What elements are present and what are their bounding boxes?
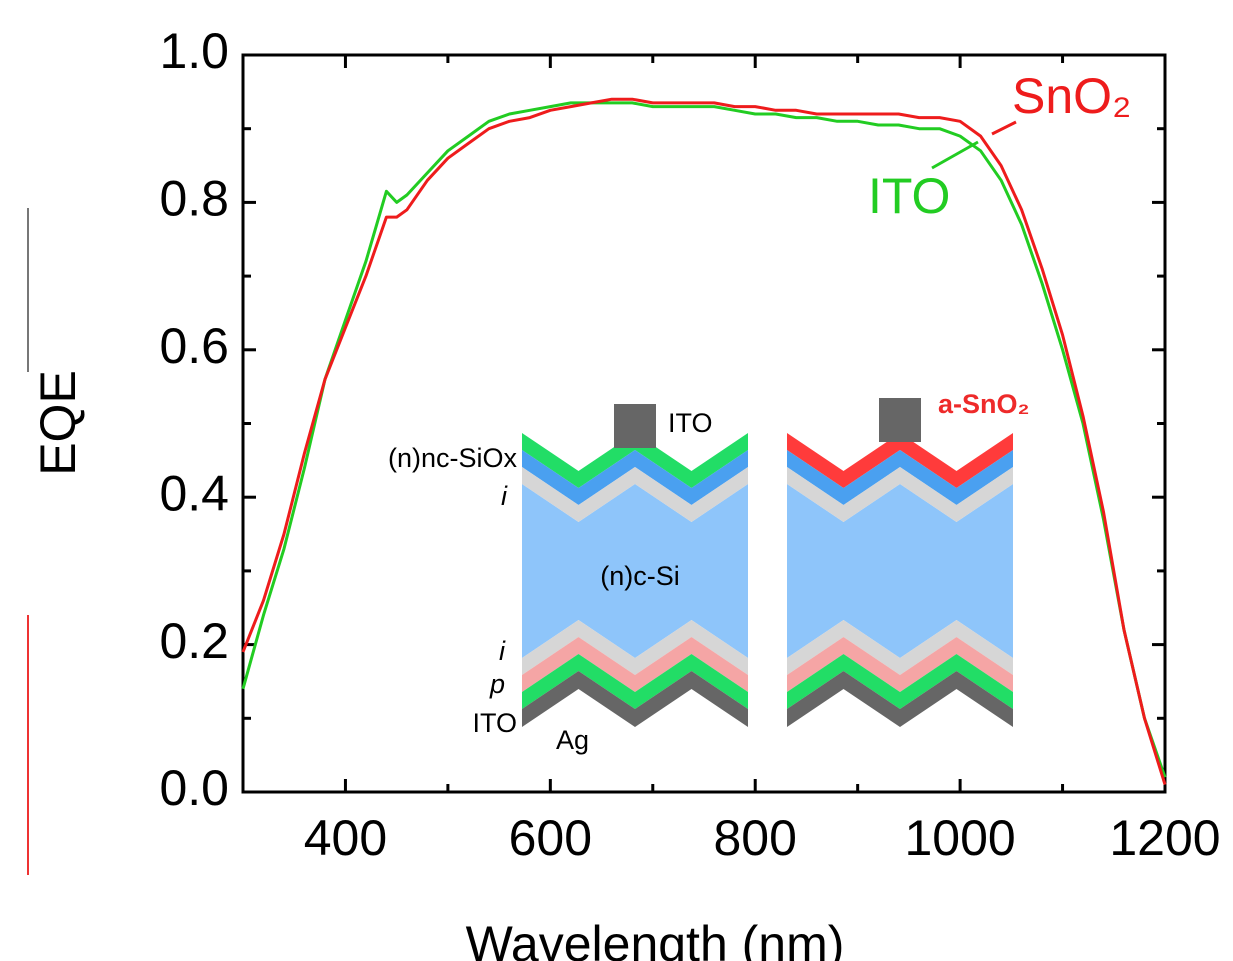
inset-layer xyxy=(787,450,1013,505)
inset-label: ITO xyxy=(668,408,713,438)
inset-label: a-SnO₂ xyxy=(938,389,1030,419)
inset-label: p xyxy=(489,669,505,699)
inset-layer xyxy=(522,467,748,522)
inset-layer xyxy=(787,671,1013,727)
inset-layer xyxy=(522,450,748,505)
inset-layer xyxy=(787,484,1013,658)
inset-layer xyxy=(787,467,1013,522)
x-tick-label: 1000 xyxy=(904,810,1015,866)
y-tick-label: 0.4 xyxy=(159,465,229,521)
inset-layer xyxy=(787,620,1013,675)
x-axis-label: Wavelength (nm) xyxy=(466,916,845,961)
x-tick-label: 800 xyxy=(714,810,797,866)
inset-layer xyxy=(522,433,748,488)
inset-diagram xyxy=(522,398,1013,727)
inset-label: (n)c-Si xyxy=(600,561,680,591)
series-label: SnO₂ xyxy=(1012,68,1131,124)
y-axis-label: EQE xyxy=(30,370,86,476)
inset-label: i xyxy=(501,481,508,511)
inset-layer xyxy=(787,433,1013,488)
inset-layer xyxy=(522,484,748,658)
inset-electrode xyxy=(879,398,921,442)
inset-label: (n)nc-SiOx xyxy=(388,443,518,473)
y-tick-label: 0.2 xyxy=(159,613,229,669)
x-tick-label: 400 xyxy=(304,810,387,866)
y-tick-label: 0.6 xyxy=(159,318,229,374)
y-tick-label: 0.0 xyxy=(159,760,229,816)
inset-layer xyxy=(522,654,748,709)
series-line xyxy=(241,97,1167,786)
y-tick-label: 0.8 xyxy=(159,171,229,227)
x-tick-label: 1200 xyxy=(1109,810,1220,866)
inset-label: i xyxy=(499,636,506,666)
inset-layer xyxy=(787,654,1013,709)
series-label: ITO xyxy=(868,168,950,224)
inset-layer xyxy=(787,637,1013,692)
y-tick-label: 1.0 xyxy=(159,23,229,79)
inset-label: Ag xyxy=(556,725,589,755)
series-line xyxy=(241,101,1167,778)
inset-layer xyxy=(522,637,748,692)
inset-layer xyxy=(522,620,748,675)
x-tick-label: 600 xyxy=(509,810,592,866)
inset-electrode xyxy=(614,404,656,448)
inset-label: ITO xyxy=(472,708,517,738)
label-leader xyxy=(991,120,1017,136)
label-leader xyxy=(931,140,979,170)
inset-layer xyxy=(522,671,748,727)
